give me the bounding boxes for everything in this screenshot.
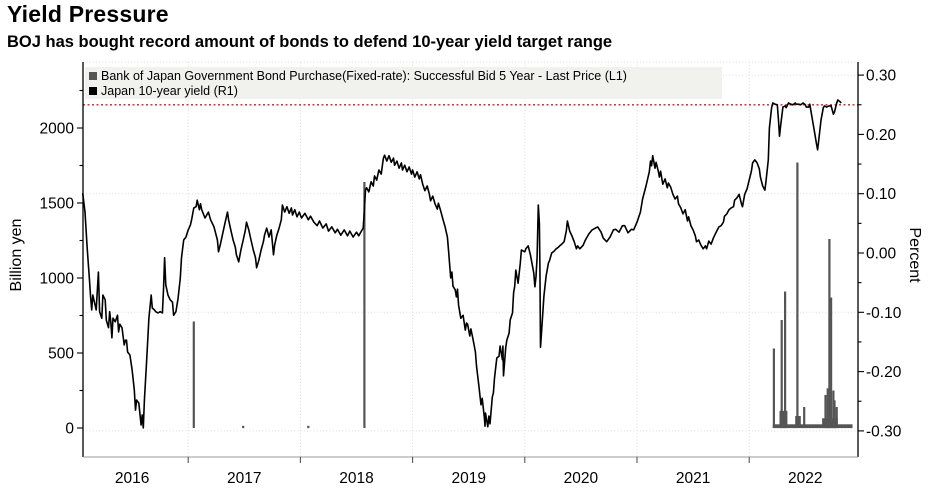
- left-tick-label: 1000: [40, 271, 75, 288]
- right-tick-label: -0.30: [866, 423, 902, 440]
- right-tick-label: 0.30: [866, 68, 897, 85]
- left-tick-label: 0: [65, 421, 74, 438]
- year-label: 2021: [676, 470, 710, 487]
- right-tick-label: 0.00: [866, 246, 897, 263]
- right-tick-label: -0.20: [866, 364, 902, 381]
- year-label: 2020: [564, 470, 599, 487]
- right-tick-label: -0.10: [866, 305, 902, 322]
- right-tick-label: 0.20: [866, 127, 897, 144]
- page-subtitle: BOJ has bought record amount of bonds to…: [7, 33, 613, 51]
- page-title: Yield Pressure: [7, 1, 169, 27]
- legend-item-boj-purchases: Bank of Japan Government Bond Purchase(F…: [89, 69, 722, 84]
- year-label: 2019: [451, 470, 485, 487]
- year-label: 2016: [115, 470, 149, 487]
- purchase-bars: [192, 162, 853, 429]
- left-axis-title: Billion yen: [8, 218, 25, 292]
- left-tick-label: 2000: [40, 121, 75, 138]
- year-label: 2017: [227, 470, 261, 487]
- legend-swatch-gray-icon: [89, 72, 97, 81]
- legend-label-10y-yield: Japan 10-year yield (R1): [101, 83, 238, 98]
- legend-label-boj-purchases: Bank of Japan Government Bond Purchase(F…: [101, 69, 627, 83]
- year-label: 2018: [339, 470, 373, 487]
- left-tick-label: 1500: [40, 196, 75, 213]
- chart-legend: Bank of Japan Government Bond Purchase(F…: [85, 67, 722, 99]
- right-axis-title: Percent: [906, 227, 923, 283]
- gridlines: [83, 61, 858, 457]
- yield-line: [81, 99, 842, 429]
- axis-ticks: [77, 74, 864, 463]
- axis-tick-labels: 2000 1500 1000 500 0 0.30 0.20 0.10 0.00 -0.10 -0.…: [40, 68, 902, 487]
- legend-item-10y-yield: Japan 10-year yield (R1): [89, 84, 722, 99]
- right-tick-label: 0.10: [866, 186, 897, 203]
- year-label: 2022: [788, 470, 822, 487]
- legend-swatch-black-icon: [89, 86, 97, 95]
- left-tick-label: 500: [48, 346, 74, 363]
